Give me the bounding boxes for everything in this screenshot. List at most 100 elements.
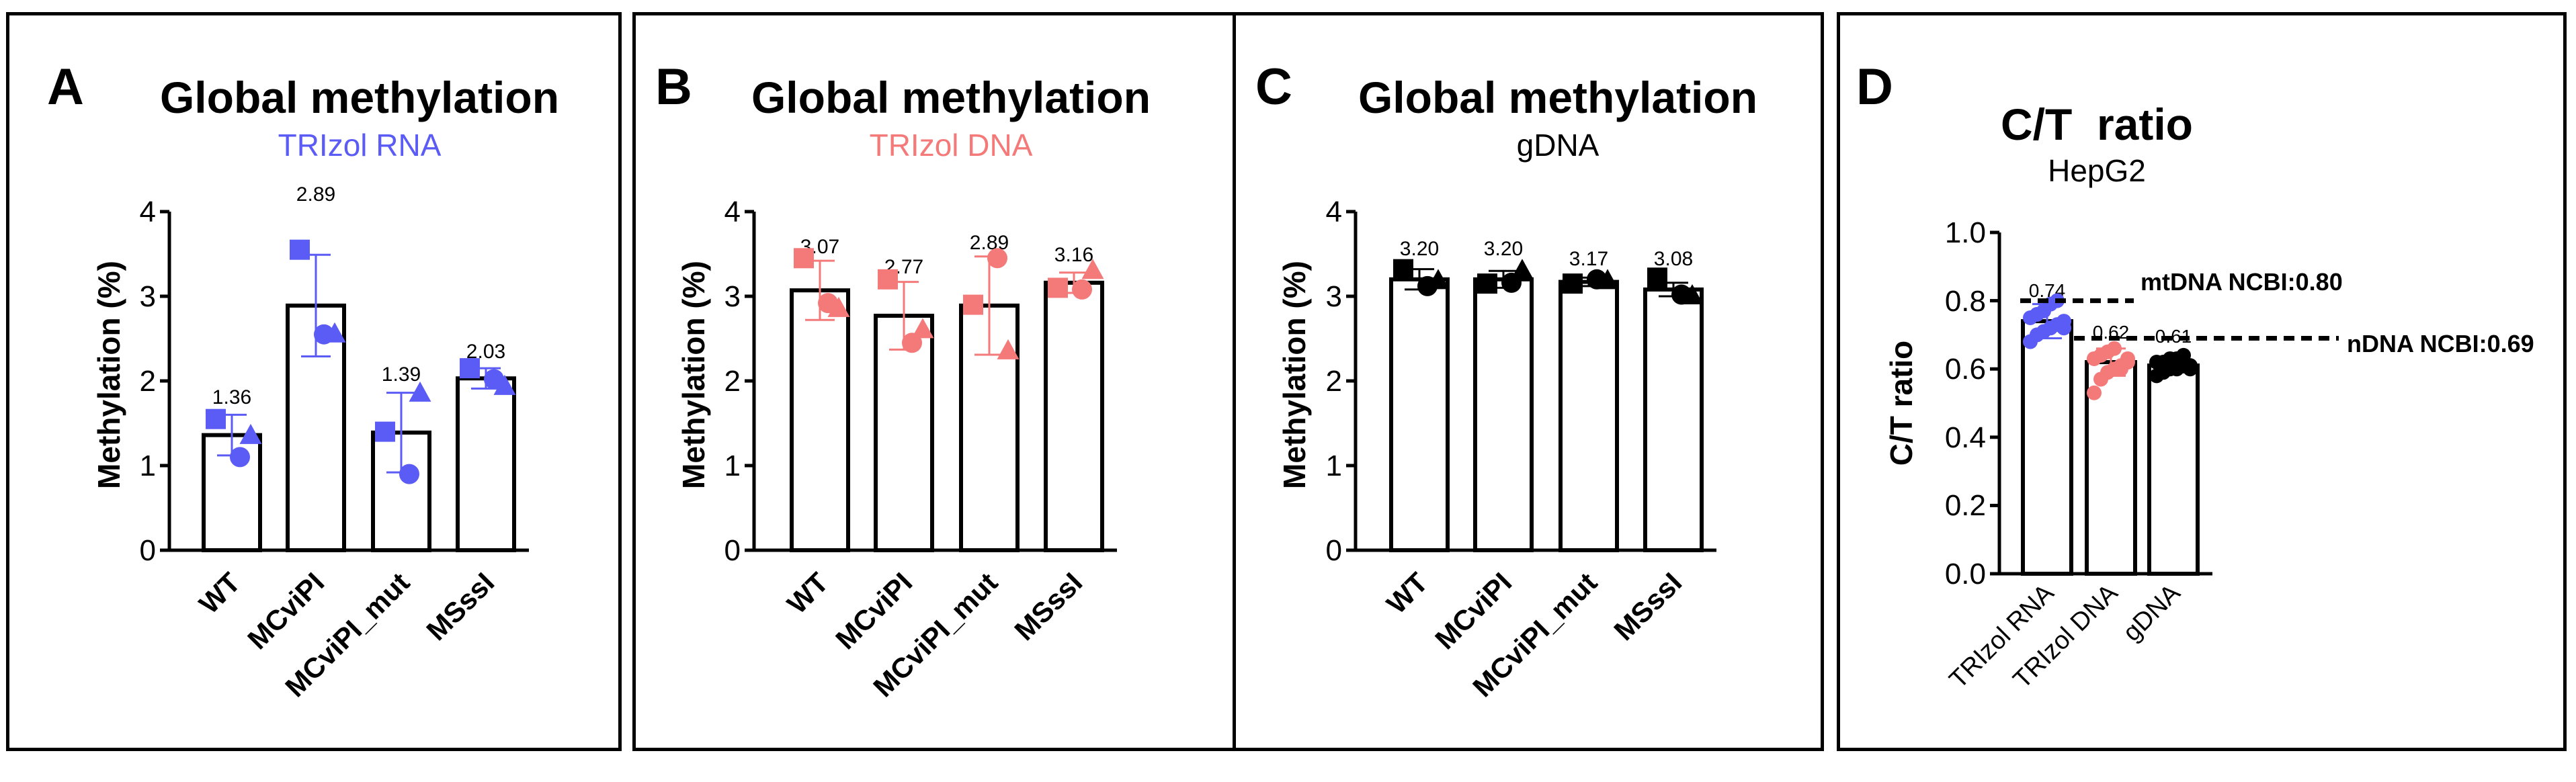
x-tick-labels: TRIzol RNA TRIzol DNA gDNA: [1944, 578, 2186, 694]
chart-title: Global methylation: [751, 73, 1151, 122]
data-point-triangle: [409, 381, 431, 402]
data-point-triangle: [1511, 259, 1534, 279]
value-label: 3.17: [1569, 248, 1608, 270]
data-point-circle: [1072, 279, 1092, 300]
data-point-circle: [2087, 385, 2102, 400]
value-labels: 3.20 3.20 3.17 3.08: [1400, 238, 1693, 270]
x-tick-label: MSssI: [1608, 566, 1688, 646]
x-tick-labels: WT MCviPI MCviPI_mut MSssI: [781, 566, 1088, 703]
bar: [1643, 287, 1704, 552]
chart-subtitle: gDNA: [1517, 128, 1599, 163]
value-label: 1.39: [382, 363, 421, 386]
chart-subtitle: TRIzol DNA: [870, 128, 1033, 163]
y-tick-label: 2: [140, 365, 156, 398]
value-labels: 3.07 2.77 2.89 3.16: [800, 232, 1093, 278]
data-point-circle: [2107, 341, 2122, 356]
value-label: 1.36: [212, 386, 251, 408]
y-tick-label: 0.6: [1945, 353, 1986, 386]
bar: [874, 313, 934, 552]
y-tick-labels: 0 1 2 3 4: [140, 195, 156, 567]
data-point-triangle: [239, 423, 262, 444]
y-tick-labels: 0 1 2 3 4: [1326, 195, 1342, 567]
y-tick-label: 4: [724, 195, 741, 228]
data-point-circle: [2183, 361, 2198, 377]
data-point-triangle: [493, 374, 516, 395]
y-tick-label: 0: [1326, 534, 1342, 567]
y-tick-label: 1: [1326, 449, 1342, 482]
y-tick-labels: 0.0 0.2 0.4 0.6 0.8 1.0: [1945, 216, 1986, 591]
chart-title: C/T ratio: [2001, 99, 2193, 149]
x-tick-labels: WT MCviPI MCviPI_mut MSssI: [1380, 566, 1688, 703]
data-point-triangle: [827, 296, 850, 317]
data-point-square: [1048, 277, 1068, 298]
y-tick-label: 0.0: [1945, 558, 1986, 591]
y-axis-label: Methylation (%): [1277, 261, 1312, 489]
x-tick-label: MSssI: [1008, 566, 1088, 646]
data-point-triangle: [1427, 269, 1450, 290]
y-tick-label: 4: [1326, 195, 1342, 228]
chart-panel-a-marks: [160, 210, 529, 553]
data-point-circle: [2056, 320, 2071, 336]
chart-panel-c-marks: [1346, 210, 1716, 552]
x-tick-label: WT: [1380, 566, 1434, 620]
y-tick-label: 1: [724, 449, 741, 482]
y-axis-label: Methylation (%): [676, 261, 711, 489]
y-axis-label: Methylation (%): [91, 261, 126, 489]
value-label: 3.08: [1654, 248, 1693, 270]
data-point-circle: [987, 248, 1007, 269]
y-tick-label: 2: [724, 365, 741, 398]
chart-marks: [160, 210, 2339, 576]
data-point-square: [290, 239, 310, 260]
data-point-triangle: [997, 339, 1020, 359]
data-point-square: [1477, 273, 1497, 294]
y-tick-labels: 0 1 2 3 4: [724, 195, 741, 567]
panel-b-frame: [632, 12, 1241, 751]
y-tick-label: 0.8: [1945, 285, 1986, 318]
data-point-square: [1647, 267, 1667, 288]
panel-letter: B: [655, 58, 692, 116]
y-tick-label: 0: [724, 534, 741, 567]
y-axis-label: C/T ratio: [1884, 341, 1919, 466]
panel-d-frame: [1837, 12, 2567, 751]
y-tick-label: 0: [140, 534, 156, 567]
bar: [1044, 280, 1104, 552]
chart-panel-b-marks: [745, 210, 1117, 552]
panel-letter: A: [47, 58, 84, 116]
x-tick-label: WT: [193, 566, 247, 620]
chart-title: Global methylation: [1358, 73, 1757, 122]
y-tick-label: 3: [140, 280, 156, 313]
panel-letter: C: [1255, 58, 1292, 116]
data-point-circle: [2120, 351, 2135, 366]
bar: [1389, 277, 1450, 552]
data-point-square: [1393, 259, 1413, 279]
chart-subtitle: TRIzol RNA: [278, 128, 442, 163]
data-point-square: [1563, 273, 1583, 294]
value-label: 3.16: [1054, 244, 1093, 266]
y-tick-label: 3: [1326, 280, 1342, 313]
bar: [456, 376, 516, 552]
data-point-triangle: [1081, 259, 1104, 279]
chart-subtitle: HepG2: [2048, 153, 2146, 188]
x-tick-label: gDNA: [2118, 578, 2186, 647]
x-tick-label: MSssI: [420, 566, 500, 646]
value-label: 3.20: [1484, 238, 1523, 260]
panel-d: D C/T ratio HepG2 C/T ratio 0.0 0.2 0.4 …: [1856, 58, 2534, 694]
data-point-square: [963, 294, 983, 315]
value-label: 3.20: [1400, 238, 1439, 260]
reference-label-mtdna: mtDNA NCBI:0.80: [2141, 268, 2343, 296]
y-tick-label: 2: [1326, 365, 1342, 398]
data-point-square: [794, 248, 814, 269]
y-tick-label: 1.0: [1945, 216, 1986, 249]
bar: [1473, 277, 1534, 552]
value-labels: 1.36 2.89 1.39 2.03: [212, 183, 505, 408]
data-point-circle: [230, 447, 250, 468]
y-tick-label: 1: [140, 449, 156, 482]
x-tick-label: WT: [781, 566, 835, 620]
reference-label-ndna: nDNA NCBI:0.69: [2347, 330, 2534, 357]
y-tick-label: 0.4: [1945, 421, 1986, 454]
data-point-circle: [484, 369, 504, 390]
y-tick-label: 3: [724, 280, 741, 313]
chart-panel-d-marks: [1990, 230, 2339, 576]
chart-title: Global methylation: [160, 73, 559, 122]
